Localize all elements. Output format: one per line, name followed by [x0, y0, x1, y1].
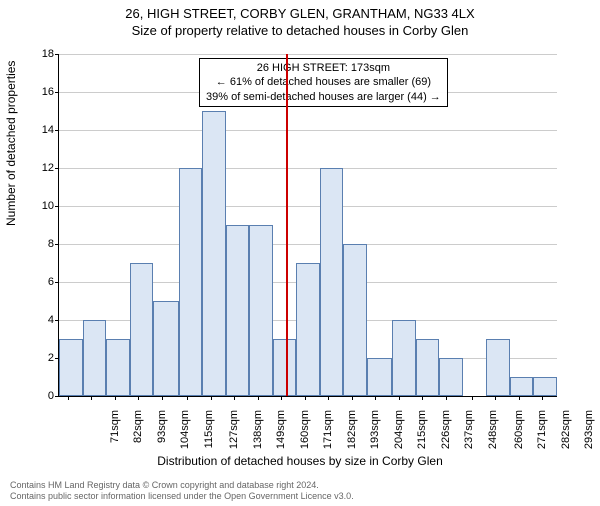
x-tick-mark	[91, 396, 92, 400]
histogram-bar	[343, 244, 367, 396]
x-tick-mark	[328, 396, 329, 400]
x-tick-mark	[162, 396, 163, 400]
y-tick-mark	[55, 206, 59, 207]
histogram-bar	[296, 263, 320, 396]
x-tick-label: 138sqm	[252, 410, 264, 460]
gridline	[59, 244, 557, 245]
annotation-line-3: 39% of semi-detached houses are larger (…	[206, 90, 441, 104]
x-tick-label: 226sqm	[440, 410, 452, 460]
x-tick-label: 149sqm	[275, 410, 287, 460]
x-tick-mark	[352, 396, 353, 400]
histogram-bar	[367, 358, 393, 396]
x-tick-label: 271sqm	[536, 410, 548, 460]
x-tick-label: 248sqm	[487, 410, 499, 460]
gridline	[59, 206, 557, 207]
chart-title-sub: Size of property relative to detached ho…	[0, 23, 600, 38]
x-tick-mark	[187, 396, 188, 400]
y-tick-label: 16	[24, 86, 54, 98]
x-tick-mark	[138, 396, 139, 400]
gridline	[59, 168, 557, 169]
y-tick-mark	[55, 130, 59, 131]
histogram-bar	[439, 358, 463, 396]
y-tick-label: 14	[24, 124, 54, 136]
histogram-bar	[83, 320, 107, 396]
y-tick-mark	[55, 320, 59, 321]
x-tick-mark	[281, 396, 282, 400]
y-tick-mark	[55, 282, 59, 283]
y-tick-label: 18	[24, 48, 54, 60]
y-tick-label: 8	[24, 238, 54, 250]
histogram-bar	[106, 339, 130, 396]
y-tick-label: 0	[24, 390, 54, 402]
x-tick-label: 82sqm	[132, 410, 144, 460]
x-tick-mark	[305, 396, 306, 400]
y-tick-mark	[55, 244, 59, 245]
x-tick-mark	[211, 396, 212, 400]
y-tick-label: 6	[24, 276, 54, 288]
annotation-box: 26 HIGH STREET: 173sqm ← 61% of detached…	[199, 58, 448, 107]
x-tick-mark	[446, 396, 447, 400]
x-tick-label: 204sqm	[393, 410, 405, 460]
histogram-bar	[249, 225, 273, 396]
y-tick-label: 12	[24, 162, 54, 174]
x-tick-label: 115sqm	[203, 410, 215, 460]
chart-title-main: 26, HIGH STREET, CORBY GLEN, GRANTHAM, N…	[0, 6, 600, 21]
reference-line	[286, 54, 288, 396]
y-tick-mark	[55, 168, 59, 169]
y-tick-label: 10	[24, 200, 54, 212]
x-tick-mark	[115, 396, 116, 400]
x-tick-label: 127sqm	[228, 410, 240, 460]
footer-line-1: Contains HM Land Registry data © Crown c…	[10, 480, 354, 491]
x-tick-mark	[472, 396, 473, 400]
x-tick-label: 160sqm	[299, 410, 311, 460]
y-axis-label: Number of detached properties	[4, 61, 18, 226]
gridline	[59, 54, 557, 55]
y-tick-label: 4	[24, 314, 54, 326]
histogram-bar	[320, 168, 344, 396]
x-tick-mark	[68, 396, 69, 400]
x-tick-mark	[234, 396, 235, 400]
histogram-bar	[486, 339, 510, 396]
footer-line-2: Contains public sector information licen…	[10, 491, 354, 502]
y-tick-label: 2	[24, 352, 54, 364]
x-tick-label: 93sqm	[156, 410, 168, 460]
histogram-bar	[202, 111, 226, 396]
x-tick-label: 260sqm	[513, 410, 525, 460]
x-tick-label: 171sqm	[322, 410, 334, 460]
annotation-line-1: 26 HIGH STREET: 173sqm	[206, 61, 441, 75]
x-tick-label: 293sqm	[583, 410, 595, 460]
y-tick-mark	[55, 54, 59, 55]
x-tick-mark	[399, 396, 400, 400]
y-tick-mark	[55, 396, 59, 397]
x-tick-label: 237sqm	[463, 410, 475, 460]
histogram-bar	[392, 320, 416, 396]
x-tick-label: 282sqm	[560, 410, 572, 460]
histogram-bar	[179, 168, 203, 396]
x-tick-mark	[258, 396, 259, 400]
x-tick-label: 193sqm	[369, 410, 381, 460]
gridline	[59, 130, 557, 131]
x-tick-label: 182sqm	[346, 410, 358, 460]
footer-attribution: Contains HM Land Registry data © Crown c…	[10, 480, 354, 502]
x-tick-label: 215sqm	[416, 410, 428, 460]
x-tick-mark	[542, 396, 543, 400]
histogram-bar	[130, 263, 154, 396]
x-tick-mark	[375, 396, 376, 400]
histogram-bar	[226, 225, 250, 396]
histogram-bar	[153, 301, 179, 396]
histogram-bar	[59, 339, 83, 396]
x-tick-mark	[495, 396, 496, 400]
y-tick-mark	[55, 92, 59, 93]
x-tick-label: 71sqm	[109, 410, 121, 460]
histogram-bar	[533, 377, 557, 396]
x-tick-label: 104sqm	[179, 410, 191, 460]
histogram-bar	[416, 339, 440, 396]
x-tick-mark	[519, 396, 520, 400]
histogram-bar	[510, 377, 534, 396]
annotation-line-2: ← 61% of detached houses are smaller (69…	[206, 75, 441, 89]
x-tick-mark	[422, 396, 423, 400]
histogram-bar	[273, 339, 297, 396]
